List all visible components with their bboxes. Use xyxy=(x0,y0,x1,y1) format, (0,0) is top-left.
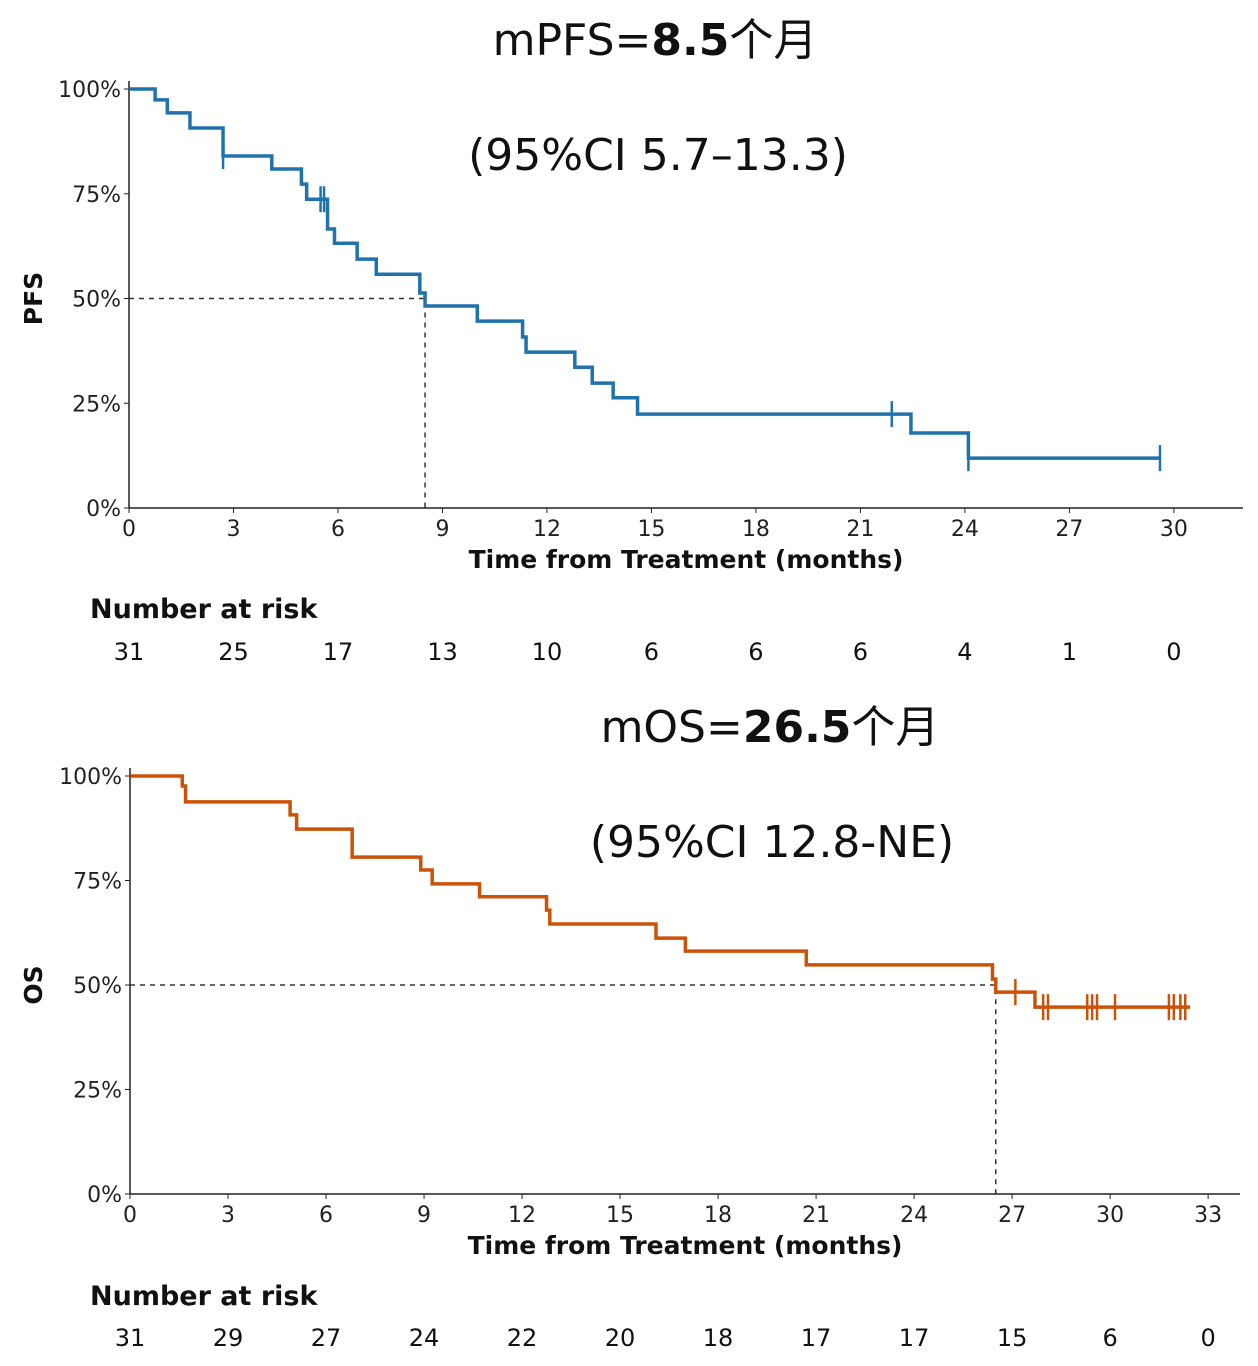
km-chart-1: mOS=26.5个月 (95%CI 12.8-NE) 0% 25% 50% 75% 100%… xyxy=(19,702,1240,1352)
risk-count: 17 xyxy=(323,638,354,666)
risk-count: 10 xyxy=(532,638,563,666)
y-tick-label: 0% xyxy=(87,1183,122,1208)
x-tick-label: 6 xyxy=(331,517,345,542)
y-tick-label: 50% xyxy=(73,974,122,999)
x-tick-label: 30 xyxy=(1096,1203,1124,1228)
risk-count: 20 xyxy=(605,1324,636,1352)
median-reference-line xyxy=(129,297,426,508)
x-tick-label: 0 xyxy=(122,517,136,542)
x-axis-label: Time from Treatment (months) xyxy=(468,1231,903,1260)
title-prefix: mOS= xyxy=(601,702,743,753)
y-tick-label: 75% xyxy=(72,183,121,208)
risk-count: 27 xyxy=(311,1324,342,1352)
y-tick-label: 100% xyxy=(58,78,121,103)
median-reference-line xyxy=(130,984,997,1194)
survival-curve xyxy=(129,87,1160,460)
x-tick-label: 15 xyxy=(637,517,665,542)
risk-count: 24 xyxy=(409,1324,440,1352)
risk-count: 6 xyxy=(853,638,868,666)
risk-count: 6 xyxy=(1102,1324,1117,1352)
y-tick-label: 50% xyxy=(72,288,121,313)
y-tick-label: 75% xyxy=(73,870,122,895)
km-chart-0: mPFS=8.5个月(95%CI 5.7–13.3)0%25%50%75%100… xyxy=(19,15,1243,666)
x-tick-label: 27 xyxy=(998,1203,1026,1228)
y-axis-label: PFS xyxy=(19,272,48,325)
x-tick-label: 6 xyxy=(319,1203,333,1228)
x-tick-label: 21 xyxy=(802,1203,830,1228)
x-tick-label: 15 xyxy=(606,1203,634,1228)
title-suffix: 个月 xyxy=(729,15,817,66)
x-axis-label: Time from Treatment (months) xyxy=(469,545,904,574)
x-tick-label: 30 xyxy=(1160,517,1188,542)
risk-count: 29 xyxy=(213,1324,244,1352)
x-tick-label: 12 xyxy=(508,1203,536,1228)
risk-count: 6 xyxy=(748,638,763,666)
x-tick-label: 9 xyxy=(417,1203,431,1228)
risk-count: 1 xyxy=(1062,638,1077,666)
risk-count: 17 xyxy=(801,1324,832,1352)
title-suffix: 个月 xyxy=(851,702,939,753)
y-tick-label: 25% xyxy=(72,392,121,417)
x-tick-label: 33 xyxy=(1194,1203,1222,1228)
risk-count: 6 xyxy=(644,638,659,666)
x-tick-label: 21 xyxy=(846,517,874,542)
risk-count: 31 xyxy=(115,1324,146,1352)
risk-count: 13 xyxy=(427,638,458,666)
title-median: 8.5 xyxy=(651,15,729,66)
y-tick-label: 100% xyxy=(59,765,122,790)
x-tick-label: 18 xyxy=(704,1203,732,1228)
risk-count: 0 xyxy=(1166,638,1181,666)
risk-count: 31 xyxy=(114,638,145,666)
x-tick-label: 12 xyxy=(533,517,561,542)
x-tick-label: 27 xyxy=(1055,517,1083,542)
chart-title: mPFS=8.5个月 xyxy=(493,15,818,66)
chart-subtitle: (95%CI 5.7–13.3) xyxy=(468,130,848,181)
x-tick-label: 24 xyxy=(951,517,979,542)
risk-table-header: Number at risk xyxy=(90,1281,318,1312)
x-tick-label: 0 xyxy=(123,1203,137,1228)
y-tick-label: 0% xyxy=(86,497,121,522)
risk-count: 0 xyxy=(1200,1324,1215,1352)
risk-count: 4 xyxy=(957,638,972,666)
survival-curve xyxy=(130,774,1191,1009)
chart-subtitle: (95%CI 12.8-NE) xyxy=(590,817,954,868)
chart-title: mOS=26.5个月 xyxy=(601,702,940,753)
risk-count: 18 xyxy=(703,1324,734,1352)
title-prefix: mPFS= xyxy=(493,15,652,66)
x-tick-label: 3 xyxy=(221,1203,235,1228)
risk-table-header: Number at risk xyxy=(90,594,318,625)
x-tick-label: 24 xyxy=(900,1203,928,1228)
x-tick-label: 18 xyxy=(742,517,770,542)
y-tick-label: 25% xyxy=(73,1079,122,1104)
risk-count: 17 xyxy=(899,1324,930,1352)
risk-count: 15 xyxy=(997,1324,1028,1352)
risk-count: 22 xyxy=(507,1324,538,1352)
y-axis-label: OS xyxy=(19,965,48,1004)
title-median: 26.5 xyxy=(743,702,852,753)
risk-count: 25 xyxy=(218,638,249,666)
x-tick-label: 3 xyxy=(226,517,240,542)
x-tick-label: 9 xyxy=(435,517,449,542)
